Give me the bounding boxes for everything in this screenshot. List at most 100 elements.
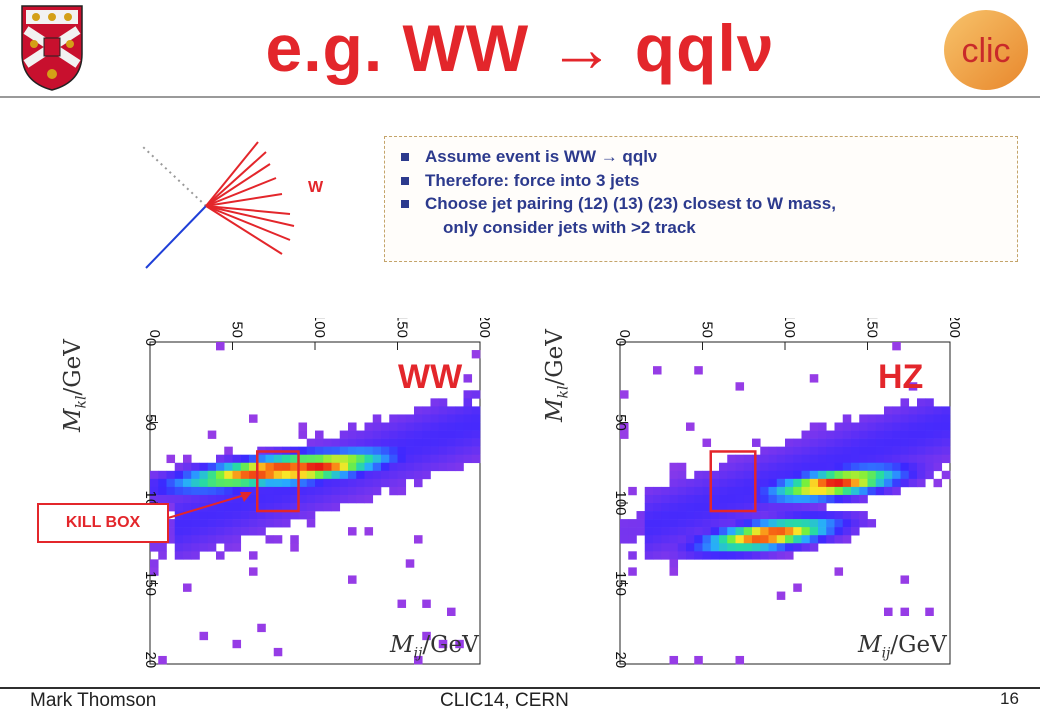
heatmap-cell [892,470,901,480]
heatmap-cell [150,486,159,496]
heatmap-cell [273,494,283,504]
heatmap-cell [776,494,786,504]
heatmap-cell [702,543,712,552]
heatmap-cell [381,470,390,480]
heatmap-cell [801,438,811,447]
heatmap-cell [389,446,398,455]
heatmap-cell [793,454,802,464]
heatmap-cell [240,511,250,520]
heatmap-cell [315,478,324,488]
heatmap-cell [793,446,802,455]
heatmap-cell [867,478,877,488]
heatmap-cell [917,414,926,423]
heatmap-cell [677,543,687,552]
ww-y-axis-label: Mkl/GeV [60,339,90,432]
heatmap-cell [867,519,877,528]
bullet-item: Assume event is WW → qqlν [395,145,1007,169]
heatmap-cell [694,511,703,520]
heatmap-cell [669,655,679,665]
heatmap-cell [348,494,357,504]
heatmap-cell [364,478,374,488]
heatmap-cell [240,503,250,512]
heatmap-cell [925,462,934,472]
heatmap-cell [884,478,893,488]
heatmap-cell [809,478,819,488]
heatmap-cell [669,462,679,472]
heatmap-cell [364,438,374,447]
heatmap-cell [834,470,844,480]
heatmap-cell [776,511,786,520]
heatmap-cell [636,519,646,528]
heatmap-cell [884,607,893,616]
heatmap-cell [199,486,209,496]
heatmap-cell [768,503,778,512]
heatmap-cell [471,414,481,423]
heatmap-cell [158,478,167,488]
heatmap-cell [455,422,464,431]
heatmap-cell [760,527,769,536]
heatmap-cell [471,430,481,439]
heatmap-cell [776,470,786,480]
heatmap-cell [842,446,852,455]
heatmap-cell [372,478,382,488]
heatmap-cell [768,486,778,496]
heatmap-cell [249,462,258,472]
heatmap-cell [826,438,835,447]
heatmap-cell [636,511,646,520]
heatmap-cell [389,438,398,447]
heatmap-cell [702,535,712,544]
heatmap-cell [727,551,736,560]
heatmap-cell [199,527,209,536]
heatmap-cell [463,398,473,407]
heatmap-cell [842,486,852,496]
heatmap-cell [348,422,357,431]
heatmap-cell [191,527,200,536]
heatmap-cell [331,494,341,504]
heatmap-cell [669,527,679,536]
heatmap-cell [331,503,341,512]
heatmap-cell [809,438,819,447]
heatmap-cell [191,470,200,480]
heatmap-cell [768,494,778,504]
heatmap-cell [422,446,431,455]
heatmap-cell [216,462,225,472]
heatmap-cell [306,503,316,512]
heatmap-cell [183,486,192,496]
heatmap-cell [290,511,299,520]
heatmap-cell [240,454,250,464]
heatmap-cell [455,639,464,649]
heatmap-cell [414,438,423,447]
heatmap-cell [265,462,275,472]
heatmap-cell [232,527,242,536]
heatmap-cell [743,551,753,560]
heatmap-cell [158,655,167,665]
heatmap-cell [414,478,423,488]
heatmap-cell [892,438,901,447]
heatmap-cell [694,494,703,504]
heatmap-cell [249,494,258,504]
heatmap-cell [463,414,473,423]
heatmap-cell [859,494,868,504]
heatmap-cell [735,470,745,480]
heatmap-cell [463,454,473,464]
heatmap-cell [183,462,192,472]
heatmap-cell [339,454,349,464]
heatmap-cell [719,462,728,472]
heatmap-cell [166,535,176,544]
heatmap-cell [809,519,819,528]
heatmap-cell [933,478,943,488]
heatmap-cell [653,494,662,504]
heatmap-cell [917,438,926,447]
heatmap-cell [174,462,184,472]
heatmap-cell [653,535,662,544]
heatmap-cell [372,422,382,431]
heatmap-cell [743,470,753,480]
heatmap-cell [323,470,332,480]
heatmap-cell [339,446,349,455]
heatmap-cell [842,535,852,544]
heatmap-cell [273,519,283,528]
heatmap-cell [785,446,794,455]
heatmap-cell [719,535,728,544]
heatmap-cell [677,462,687,472]
